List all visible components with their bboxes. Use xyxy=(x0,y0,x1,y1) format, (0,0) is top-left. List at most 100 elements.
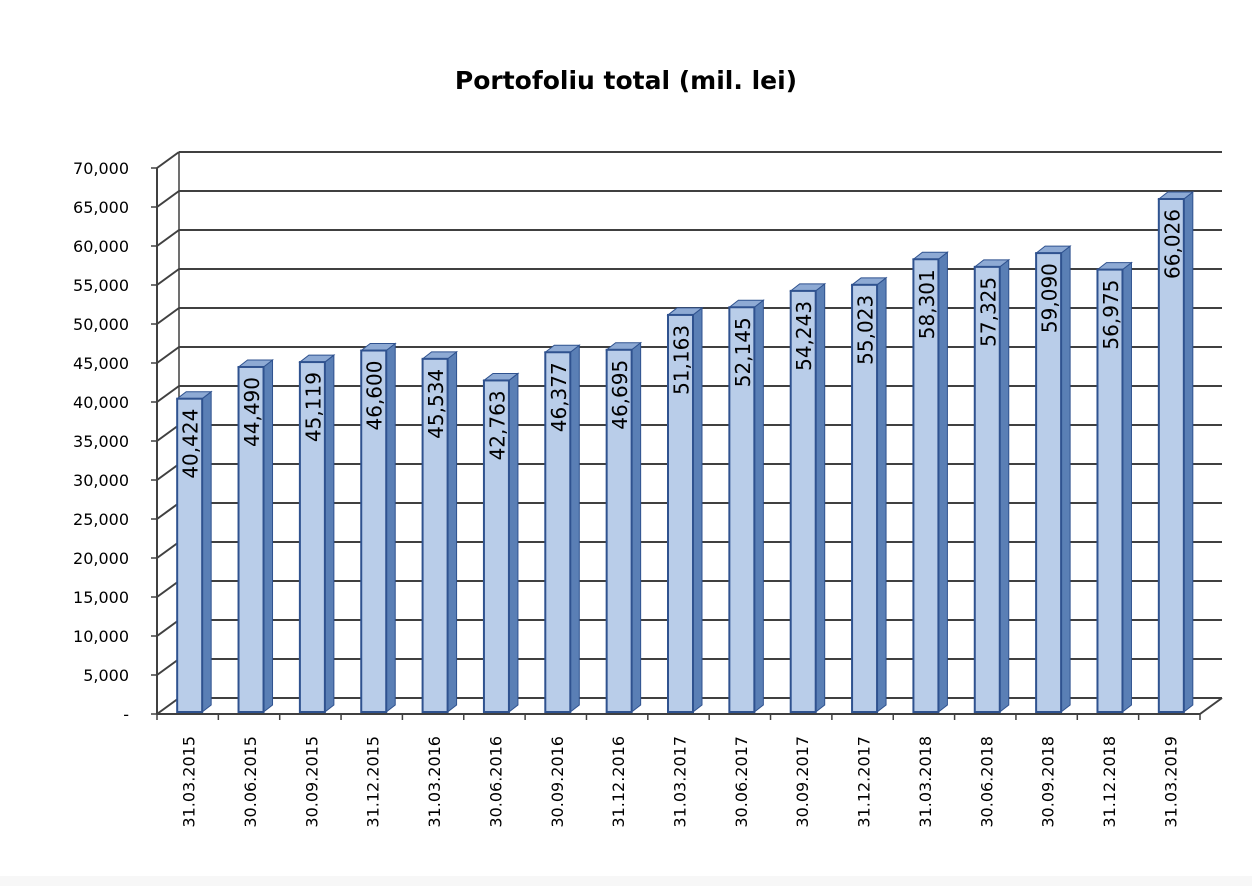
bar-side xyxy=(263,358,274,714)
x-tick-label: 31.12.2015 xyxy=(364,736,383,828)
x-tick-label: 31.03.2017 xyxy=(671,736,690,828)
bar xyxy=(728,306,756,713)
y-tick-label: 40,000 xyxy=(73,393,129,412)
x-tick-label: 30.09.2018 xyxy=(1039,736,1058,828)
chart-title: Portofoliu total (mil. lei) xyxy=(454,66,798,95)
data-label: 42,763 xyxy=(485,390,509,460)
x-tick-label: 31.12.2016 xyxy=(609,736,628,828)
y-tick-label: 60,000 xyxy=(73,237,129,256)
bar-side xyxy=(1060,245,1071,714)
gridline-depth xyxy=(156,658,180,676)
x-tick-label: 31.12.2018 xyxy=(1100,736,1119,828)
chart-bottom-band xyxy=(0,876,1252,886)
gridline-depth xyxy=(156,424,180,442)
bar-side xyxy=(937,251,948,714)
bar xyxy=(482,379,510,713)
bar-side xyxy=(631,341,642,714)
bar xyxy=(973,265,1001,713)
x-tick-label: 30.06.2015 xyxy=(241,736,260,828)
x-tick-label: 30.06.2016 xyxy=(486,736,505,828)
bar xyxy=(360,349,388,713)
data-label: 54,243 xyxy=(792,301,816,371)
gridline-depth xyxy=(156,619,180,637)
bar-side xyxy=(1121,261,1132,714)
gridline-depth xyxy=(156,151,180,169)
data-label: 40,424 xyxy=(179,409,203,479)
y-axis-ticks: - 5,000 10,000 15,000 20,000 25,000 30,000 35,0… xyxy=(73,159,129,724)
bar xyxy=(176,397,204,713)
bar xyxy=(789,289,817,713)
data-label: 66,026 xyxy=(1160,209,1184,279)
bar xyxy=(605,348,633,713)
gridline-depth xyxy=(156,229,180,247)
bar xyxy=(1096,268,1124,713)
bar-side xyxy=(1183,190,1194,714)
bar-side xyxy=(569,344,580,714)
y-tick-label: 20,000 xyxy=(73,549,129,568)
bar xyxy=(912,258,940,713)
data-label: 45,534 xyxy=(424,369,448,439)
x-tick-label: 30.09.2015 xyxy=(302,736,321,828)
y-tick-label: 15,000 xyxy=(73,588,129,607)
x-tick-label: 30.06.2017 xyxy=(732,736,751,828)
x-tick-label: 31.12.2017 xyxy=(855,736,874,828)
y-tick-label: 30,000 xyxy=(73,471,129,490)
bars xyxy=(175,190,1195,714)
y-tick-label: 70,000 xyxy=(73,159,129,178)
gridline-depth xyxy=(156,190,180,208)
data-label: 58,301 xyxy=(915,269,939,339)
gridline-depth xyxy=(156,346,180,364)
x-tick-label: 31.03.2016 xyxy=(425,736,444,828)
bar xyxy=(421,357,449,713)
bar-side xyxy=(447,350,458,714)
data-label: 59,090 xyxy=(1038,263,1062,333)
bar-side xyxy=(999,258,1010,714)
data-label: 46,695 xyxy=(608,360,632,430)
data-label: 56,975 xyxy=(1099,280,1123,350)
x-tick-label: 31.03.2018 xyxy=(916,736,935,828)
gridline-depth xyxy=(156,268,180,286)
bar-side xyxy=(692,306,703,714)
bar xyxy=(851,283,879,713)
bar xyxy=(298,361,326,713)
gridline-depth xyxy=(156,463,180,481)
data-labels: 40,424 44,490 45,119 46,600 45,534 42,763 46,3… xyxy=(179,209,1185,479)
bar xyxy=(237,365,265,713)
data-label: 51,163 xyxy=(670,325,694,395)
bar-side xyxy=(753,299,764,714)
bar-side xyxy=(508,372,519,714)
bar-side xyxy=(385,342,396,714)
y-tick-label: 35,000 xyxy=(73,432,129,451)
y-tick-label: 45,000 xyxy=(73,354,129,373)
x-tick-label: 30.09.2017 xyxy=(793,736,812,828)
gridline-depth xyxy=(156,307,180,325)
bar xyxy=(1157,197,1185,713)
x-tick-label: 31.03.2019 xyxy=(1161,736,1180,828)
data-label: 46,600 xyxy=(363,361,387,431)
y-tick-label: 5,000 xyxy=(83,666,129,685)
bar xyxy=(544,351,572,713)
x-tick-label: 31.03.2015 xyxy=(180,736,199,828)
y-tick-label: 55,000 xyxy=(73,276,129,295)
gridline-depth xyxy=(156,697,180,715)
y-tick-label: 50,000 xyxy=(73,315,129,334)
gridline-depth xyxy=(156,502,180,520)
y-tick-label: 25,000 xyxy=(73,510,129,529)
gridline-depth xyxy=(156,385,180,403)
gridline-depth xyxy=(156,580,180,598)
bar-side xyxy=(324,354,335,714)
x-axis-depth-line xyxy=(1199,697,1223,715)
data-label: 44,490 xyxy=(240,377,264,447)
x-tick-label: 30.09.2016 xyxy=(548,736,567,828)
y-tick-label: 10,000 xyxy=(73,627,129,646)
x-axis-ticks: 31.03.2015 30.06.2015 30.09.2015 31.12.2015… xyxy=(180,736,1181,828)
data-label: 46,377 xyxy=(547,362,571,432)
data-label: 57,325 xyxy=(976,277,1000,347)
y-tick-label: 65,000 xyxy=(73,198,129,217)
bar-side xyxy=(201,390,212,714)
y-tick-label: - xyxy=(123,705,129,724)
bar xyxy=(1035,252,1063,714)
data-label: 52,145 xyxy=(731,317,755,387)
